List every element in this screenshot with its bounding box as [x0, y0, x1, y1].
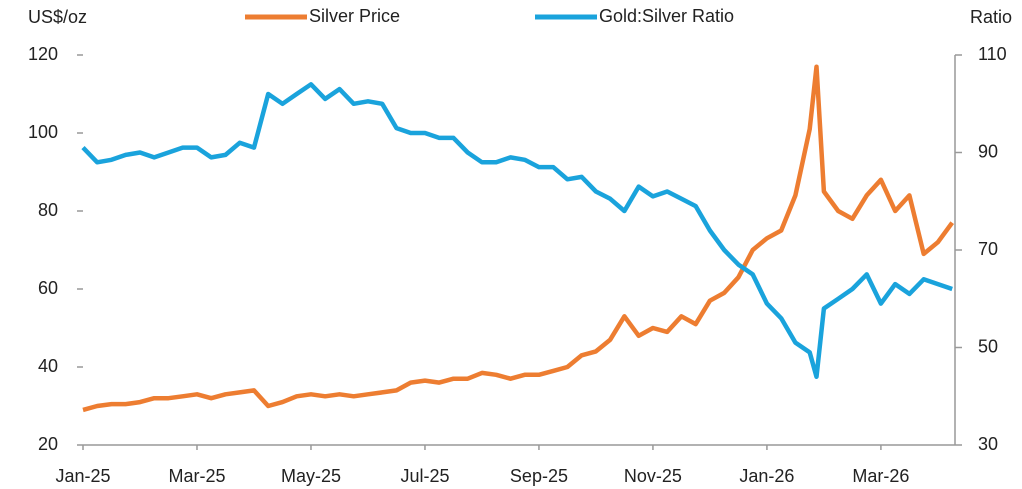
x-tick-label: Jan-25	[55, 466, 110, 486]
y-tick-label: 120	[28, 44, 58, 64]
y2-tick-label: 90	[978, 141, 998, 161]
y-tick-label: 60	[38, 278, 58, 298]
y2-tick-label: 30	[978, 434, 998, 454]
y-tick-label: 100	[28, 122, 58, 142]
x-tick-label: Mar-26	[852, 466, 909, 486]
x-tick-label: Jul-25	[400, 466, 449, 486]
x-tick-label: Jan-26	[739, 466, 794, 486]
x-tick-label: Nov-25	[624, 466, 682, 486]
x-tick-label: Mar-25	[168, 466, 225, 486]
y2-tick-label: 110	[978, 44, 1007, 64]
y2-tick-label: 50	[978, 336, 998, 356]
y2-tick-label: 70	[978, 239, 998, 259]
series-line	[81, 82, 953, 380]
legend-label: Silver Price	[309, 6, 400, 26]
y2-axis-label: Ratio	[970, 7, 1012, 27]
y-axis-label: US$/oz	[28, 7, 87, 27]
legend-label: Gold:Silver Ratio	[599, 6, 734, 26]
y-tick-label: 40	[38, 356, 58, 376]
y-tick-label: 20	[38, 434, 58, 454]
x-tick-label: May-25	[281, 466, 341, 486]
x-tick-label: Sep-25	[510, 466, 568, 486]
y-tick-label: 80	[38, 200, 58, 220]
series-line	[82, 64, 955, 413]
